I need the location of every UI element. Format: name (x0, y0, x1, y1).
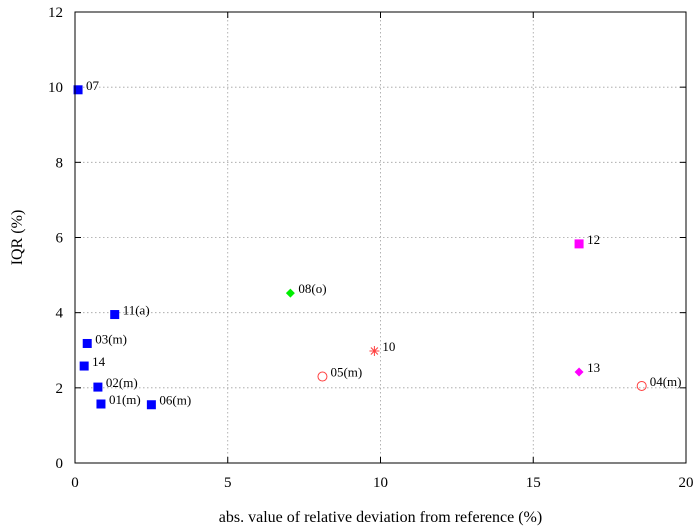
square-marker (110, 310, 120, 320)
data-point: 05(m) (317, 365, 362, 382)
square-marker (73, 85, 83, 95)
y-tick-label: 4 (56, 306, 64, 322)
point-label: 10 (382, 339, 395, 354)
star-marker (369, 346, 380, 357)
point-label: 14 (92, 354, 106, 369)
point-label: 01(m) (109, 392, 141, 407)
circle-marker (317, 371, 328, 382)
data-point: 14 (79, 354, 106, 371)
data-point: 08(o) (285, 281, 327, 298)
y-axis-title: IQR (%) (9, 210, 26, 266)
y-tick-label: 6 (56, 231, 64, 247)
square-marker (574, 239, 584, 249)
diamond-marker (574, 367, 584, 377)
y-tick-label: 2 (56, 381, 64, 397)
square-marker (79, 361, 89, 371)
x-tick-label: 10 (373, 475, 388, 491)
diamond-marker (285, 288, 295, 298)
y-tick-label: 8 (56, 155, 64, 171)
x-tick-label: 5 (224, 475, 232, 491)
point-label: 04(m) (650, 374, 682, 389)
square-marker (82, 338, 92, 348)
grid (75, 12, 686, 463)
y-tick-label: 10 (48, 80, 63, 96)
x-tick-label: 0 (71, 475, 79, 491)
data-point: 11(a) (110, 303, 150, 320)
point-label: 02(m) (106, 375, 138, 390)
point-label: 11(a) (123, 303, 150, 318)
point-label: 13 (587, 360, 600, 375)
x-tick-label: 20 (679, 475, 694, 491)
data-point: 04(m) (636, 374, 682, 391)
point-label: 08(o) (298, 281, 326, 296)
x-tick-label: 15 (526, 475, 541, 491)
data-point: 12 (574, 232, 600, 249)
data-point: 13 (574, 360, 600, 377)
data-point: 06(m) (146, 393, 191, 410)
plot-frame (74, 11, 687, 464)
data-point: 03(m) (82, 331, 127, 348)
point-label: 12 (587, 232, 600, 247)
data-point: 01(m) (96, 392, 141, 409)
point-label: 03(m) (95, 331, 127, 346)
circle-marker (636, 380, 647, 391)
y-tick-label: 0 (56, 456, 64, 472)
point-label: 07 (86, 78, 100, 93)
square-marker (93, 382, 103, 392)
square-marker (146, 400, 156, 410)
square-marker (96, 399, 106, 409)
data-point: 07 (73, 78, 100, 95)
axis-ticks: 0 5 10 15 20 0 2 4 6 8 10 12 (48, 5, 694, 491)
data-point: 02(m) (93, 375, 138, 392)
data-point: 10 (369, 339, 395, 357)
point-label: 05(m) (330, 365, 362, 380)
point-label: 06(m) (159, 393, 191, 408)
x-axis-title: abs. value of relative deviation from re… (219, 509, 542, 526)
y-tick-label: 12 (48, 5, 63, 21)
